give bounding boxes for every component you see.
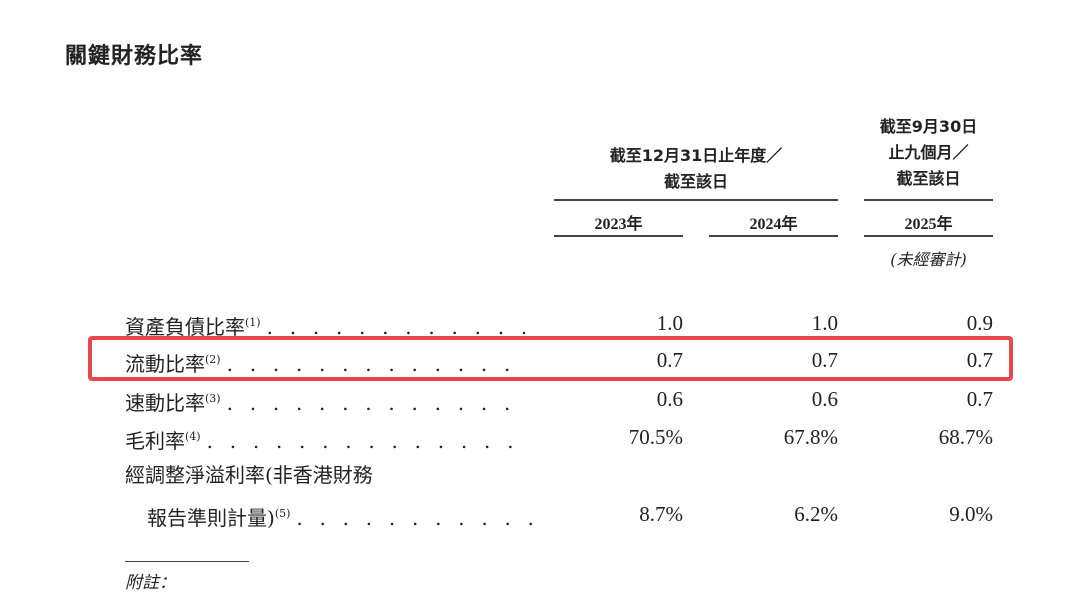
label-text: 毛利率 <box>125 429 185 453</box>
row-label: 經調整淨溢利率(非香港財務 <box>125 463 373 487</box>
value-cell: 0.6 <box>811 387 838 411</box>
divider <box>554 199 838 201</box>
value-cell: 8.7% <box>639 502 683 526</box>
footnote-ref: (2) <box>205 353 221 366</box>
header-group-full-year: 截至12月31日止年度／ 截至該日 <box>554 143 838 195</box>
value-cell: 0.7 <box>811 348 838 372</box>
header-group-nine-months: 截至9月30日 止九個月／ 截至該日 <box>864 114 993 192</box>
unaudited-label: (未經審計) <box>890 250 967 269</box>
header-line: 截至該日 <box>663 172 728 191</box>
value-cell: 0.7 <box>656 348 683 372</box>
footnote-ref: (1) <box>245 316 261 329</box>
year-2024: 2024年 <box>749 216 798 233</box>
divider <box>864 235 993 237</box>
footnote-ref: (3) <box>205 392 221 405</box>
value-cell: 1.0 <box>811 311 838 335</box>
dot-leader: . . . . . . . . . . . . . . . . . . . . … <box>296 506 547 530</box>
row-label: 流動比率(2) . . . . . . . . . . . . . . . . .… <box>125 343 525 381</box>
footnote-ref: (5) <box>274 507 291 520</box>
page-title: 關鍵財務比率 <box>65 44 204 69</box>
row-label: 資產負債比率(1) . . . . . . . . . . . . . . . .… <box>125 306 525 344</box>
header-line: 截至9月30日 <box>879 117 978 136</box>
footnote-ref: (4) <box>185 430 201 443</box>
header-line: 截至該日 <box>896 169 961 188</box>
divider <box>709 235 838 237</box>
value-cell: 9.0% <box>949 502 993 526</box>
highlight-box <box>88 336 1013 381</box>
value-cell: 70.5% <box>628 425 683 449</box>
label-text: 流動比率 <box>125 352 205 376</box>
divider <box>864 199 993 201</box>
dot-leader: . . . . . . . . . . . . . . . . . . . . … <box>226 352 525 376</box>
value-cell: 0.9 <box>966 311 993 335</box>
dot-leader: . . . . . . . . . . . . . . . . . . . . … <box>226 391 525 415</box>
value-cell: 0.7 <box>966 387 993 411</box>
label-text: 報告準則計量) <box>147 506 275 530</box>
label-text: 資產負債比率 <box>125 315 245 339</box>
year-2025: 2025年 <box>904 216 953 233</box>
table-row: 毛利率(4) . . . . . . . . . . . . . . . . . … <box>0 420 1080 454</box>
table-row: 流動比率(2) . . . . . . . . . . . . . . . . .… <box>0 343 1080 377</box>
value-cell: 6.2% <box>794 502 838 526</box>
value-cell: 67.8% <box>783 425 838 449</box>
divider <box>554 235 683 237</box>
row-label: 速動比率(3) . . . . . . . . . . . . . . . . .… <box>125 382 525 420</box>
value-cell: 0.6 <box>656 387 683 411</box>
year-2023: 2023年 <box>594 216 643 233</box>
value-cell: 68.7% <box>938 425 993 449</box>
table-row-label-continued: 經調整淨溢利率(非香港財務 <box>0 458 1080 492</box>
row-label: 報告準則計量)(5) . . . . . . . . . . . . . . . … <box>125 497 547 535</box>
dot-leader: . . . . . . . . . . . . . . . . . . . . … <box>266 315 525 339</box>
value-cell: 0.7 <box>966 348 993 372</box>
dot-leader: . . . . . . . . . . . . . . . . . . . . … <box>206 429 525 453</box>
row-label: 毛利率(4) . . . . . . . . . . . . . . . . . … <box>125 420 525 458</box>
header-line: 截至12月31日止年度／ <box>609 146 783 165</box>
table-row: 速動比率(3) . . . . . . . . . . . . . . . . .… <box>0 382 1080 416</box>
footnote-label: 附註： <box>125 573 176 593</box>
label-text: 速動比率 <box>125 391 205 415</box>
table-row: 報告準則計量)(5) . . . . . . . . . . . . . . . … <box>0 497 1080 531</box>
footnote-divider <box>125 561 249 562</box>
table-row: 資產負債比率(1) . . . . . . . . . . . . . . . .… <box>0 306 1080 340</box>
header-line: 止九個月／ <box>888 143 969 162</box>
value-cell: 1.0 <box>656 311 683 335</box>
